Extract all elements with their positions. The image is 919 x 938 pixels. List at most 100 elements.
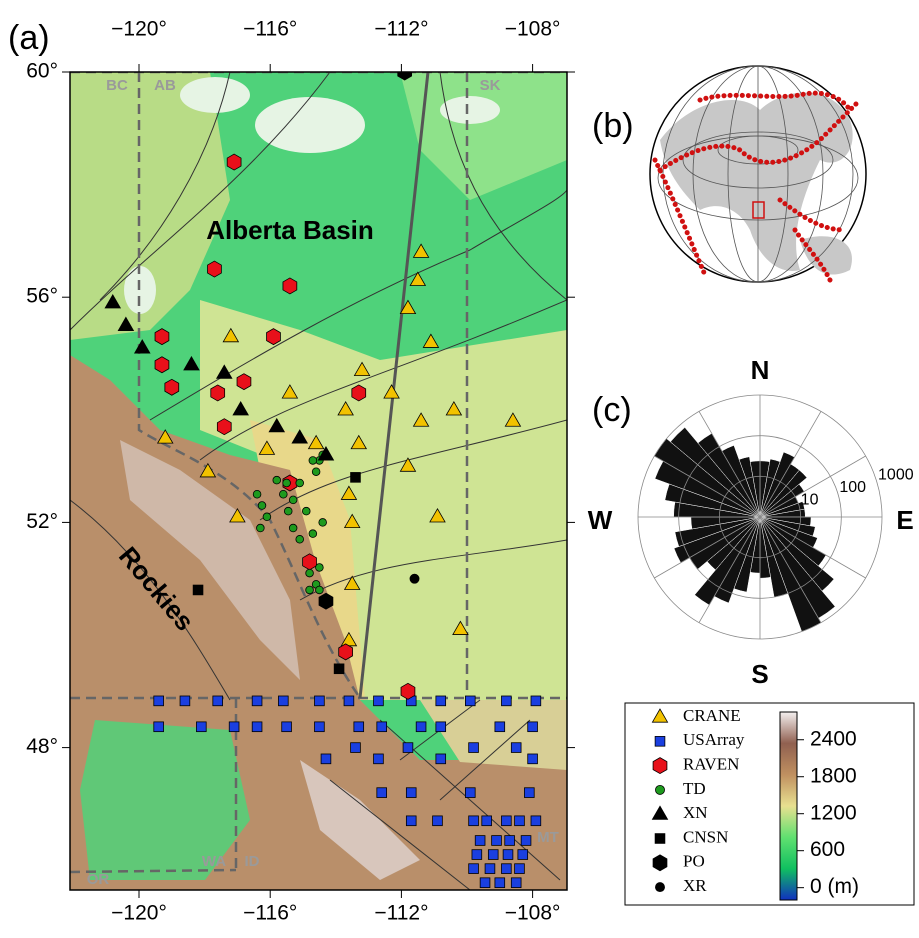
station — [501, 864, 511, 874]
station — [469, 743, 479, 753]
station — [511, 878, 521, 888]
lat-tick-label: 48° — [26, 735, 58, 758]
station — [315, 696, 325, 706]
station — [501, 696, 511, 706]
station — [465, 696, 475, 706]
station — [485, 864, 495, 874]
lon-tick-label: −116° — [243, 902, 297, 925]
station — [321, 754, 331, 764]
station — [267, 329, 281, 345]
station — [312, 468, 320, 476]
region-label: MT — [537, 829, 559, 846]
station — [465, 788, 475, 798]
station — [278, 696, 288, 706]
station — [165, 379, 179, 395]
station — [306, 586, 314, 594]
region-label: BC — [106, 77, 128, 94]
lat-tick-label: 52° — [26, 510, 58, 533]
station — [374, 696, 384, 706]
region-label: OR — [87, 871, 110, 888]
station — [227, 154, 241, 170]
legend-symbol — [653, 758, 667, 774]
station — [289, 524, 297, 532]
panel-label: (c) — [592, 391, 632, 429]
station — [334, 664, 344, 674]
region-label: SK — [480, 77, 501, 94]
figure: (a) (b) (c) Alberta Basin Rockies −120°−… — [0, 0, 919, 938]
station — [273, 476, 281, 484]
station — [211, 385, 225, 401]
station — [196, 722, 206, 732]
station — [279, 490, 287, 498]
direction-label: N — [751, 355, 770, 385]
station — [521, 836, 531, 846]
basin-label: Alberta Basin — [206, 215, 374, 245]
station — [253, 490, 261, 498]
colorbar-label: 1800 — [810, 764, 857, 787]
station — [531, 696, 541, 706]
station — [403, 743, 413, 753]
station — [155, 329, 169, 345]
legend-label: XN — [683, 803, 708, 822]
lon-tick-label: −112° — [374, 18, 428, 41]
station — [344, 696, 354, 706]
station — [475, 836, 485, 846]
station — [469, 816, 479, 826]
station — [406, 788, 416, 798]
globe — [650, 66, 866, 282]
station — [229, 722, 239, 732]
station — [472, 850, 482, 860]
station — [495, 878, 505, 888]
station — [436, 754, 446, 764]
station — [515, 864, 525, 874]
terrain — [70, 72, 567, 890]
region-label: WA — [202, 853, 226, 870]
lat-tick-label: 60° — [26, 60, 58, 83]
station — [511, 743, 521, 753]
station — [352, 385, 366, 401]
station — [524, 788, 534, 798]
station — [257, 524, 265, 532]
station — [401, 683, 415, 699]
station — [495, 722, 505, 732]
region-label: AB — [154, 77, 176, 94]
station — [482, 816, 492, 826]
station — [316, 586, 324, 594]
station — [296, 479, 304, 487]
station — [252, 696, 262, 706]
lake — [180, 77, 250, 113]
station — [503, 850, 513, 860]
station — [303, 554, 317, 570]
legend-symbol — [655, 834, 665, 844]
station — [351, 743, 361, 753]
station — [258, 502, 266, 510]
rose-ring-label: 1000 — [878, 467, 914, 484]
station — [492, 836, 502, 846]
station — [155, 357, 169, 373]
station — [284, 507, 292, 515]
direction-label: S — [751, 659, 768, 689]
lake — [255, 97, 365, 153]
legend-label: CNSN — [683, 827, 728, 846]
colorbar — [780, 712, 797, 900]
station — [237, 374, 251, 390]
station — [282, 722, 292, 732]
rose-ring-label: 10 — [801, 492, 819, 509]
lat-tick-label: 56° — [26, 285, 58, 308]
station — [531, 816, 541, 826]
lon-tick-label: −112° — [374, 902, 428, 925]
legend-symbol — [655, 785, 664, 794]
station — [436, 696, 446, 706]
station — [528, 754, 538, 764]
station — [488, 850, 498, 860]
station — [377, 788, 387, 798]
station — [416, 722, 426, 732]
legend-label: RAVEN — [683, 755, 739, 774]
colorbar-label: 600 — [810, 838, 845, 861]
station — [283, 278, 297, 294]
panel-label: (b) — [592, 107, 634, 145]
station — [252, 722, 262, 732]
station — [398, 64, 412, 80]
station — [515, 816, 525, 826]
